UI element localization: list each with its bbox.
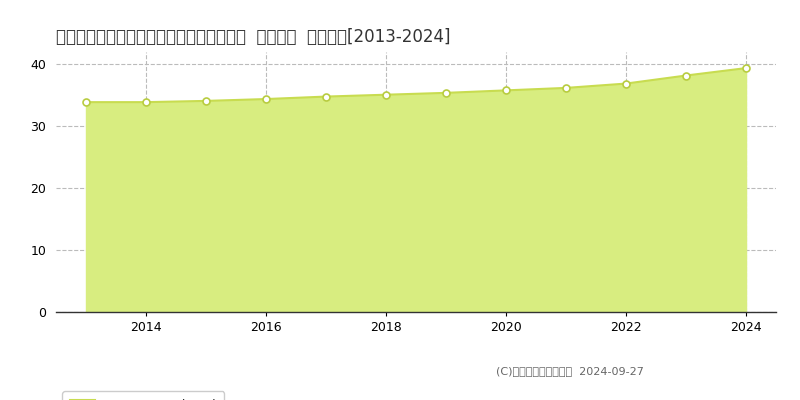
Text: 兵庫県加古川市平岡町つつじ野１番２５２  公示地価  地価推移[2013-2024]: 兵庫県加古川市平岡町つつじ野１番２５２ 公示地価 地価推移[2013-2024]	[56, 28, 450, 46]
Legend: 公示地価  平均坪単価(万円/坪): 公示地価 平均坪単価(万円/坪)	[62, 391, 224, 400]
Point	[680, 72, 693, 79]
Point	[200, 98, 213, 104]
Point	[80, 99, 93, 105]
Point	[260, 96, 273, 102]
Point	[740, 65, 753, 71]
Point	[440, 90, 453, 96]
Point	[560, 85, 573, 91]
Point	[380, 92, 393, 98]
Point	[320, 93, 333, 100]
Point	[620, 80, 633, 87]
Point	[140, 99, 153, 105]
Text: (C)土地価格ドットコム  2024-09-27: (C)土地価格ドットコム 2024-09-27	[496, 366, 644, 376]
Point	[500, 87, 513, 94]
